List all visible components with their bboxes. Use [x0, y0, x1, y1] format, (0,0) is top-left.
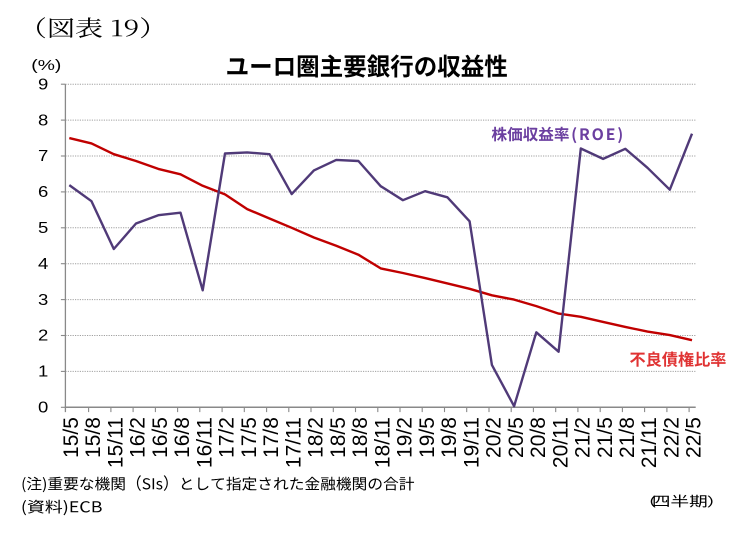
svg-text:3: 3: [38, 292, 48, 309]
svg-text:8: 8: [38, 112, 48, 129]
svg-text:15/11: 15/11: [105, 417, 128, 468]
svg-text:17/5: 17/5: [238, 417, 261, 458]
svg-text:18/8: 18/8: [349, 417, 372, 458]
svg-text:5: 5: [38, 220, 48, 237]
svg-text:21/8: 21/8: [616, 417, 639, 458]
svg-text:17/8: 17/8: [260, 417, 283, 458]
svg-text:18/11: 18/11: [371, 417, 394, 468]
svg-text:2: 2: [38, 328, 48, 345]
svg-text:20/8: 20/8: [527, 417, 550, 458]
svg-text:19/2: 19/2: [394, 417, 417, 458]
svg-text:15/8: 15/8: [82, 417, 105, 458]
svg-text:17/2: 17/2: [216, 417, 239, 458]
svg-text:22/2: 22/2: [661, 417, 684, 458]
svg-text:(%): (%): [31, 57, 61, 74]
svg-text:16/2: 16/2: [127, 417, 150, 458]
svg-text:20/5: 20/5: [505, 417, 528, 458]
svg-text:7: 7: [38, 148, 48, 165]
svg-text:17/11: 17/11: [282, 417, 305, 468]
svg-text:6: 6: [38, 184, 48, 201]
svg-text:18/2: 18/2: [305, 417, 328, 458]
svg-text:16/5: 16/5: [149, 417, 172, 458]
svg-text:0: 0: [38, 400, 49, 417]
svg-text:4: 4: [38, 256, 49, 273]
svg-text:9: 9: [38, 76, 48, 93]
svg-text:19/8: 19/8: [438, 417, 461, 458]
svg-text:21/11: 21/11: [638, 417, 661, 468]
svg-text:18/5: 18/5: [327, 417, 350, 458]
svg-text:19/5: 19/5: [416, 417, 439, 458]
svg-text:20/2: 20/2: [483, 417, 506, 458]
svg-text:16/11: 16/11: [193, 417, 216, 468]
svg-text:22/5: 22/5: [683, 417, 706, 458]
svg-text:15/5: 15/5: [60, 417, 83, 458]
svg-text:20/11: 20/11: [549, 417, 572, 468]
svg-text:21/5: 21/5: [594, 417, 617, 458]
svg-text:16/8: 16/8: [171, 417, 194, 458]
svg-text:19/11: 19/11: [460, 417, 483, 468]
svg-text:21/2: 21/2: [572, 417, 595, 458]
svg-text:1: 1: [38, 364, 48, 381]
